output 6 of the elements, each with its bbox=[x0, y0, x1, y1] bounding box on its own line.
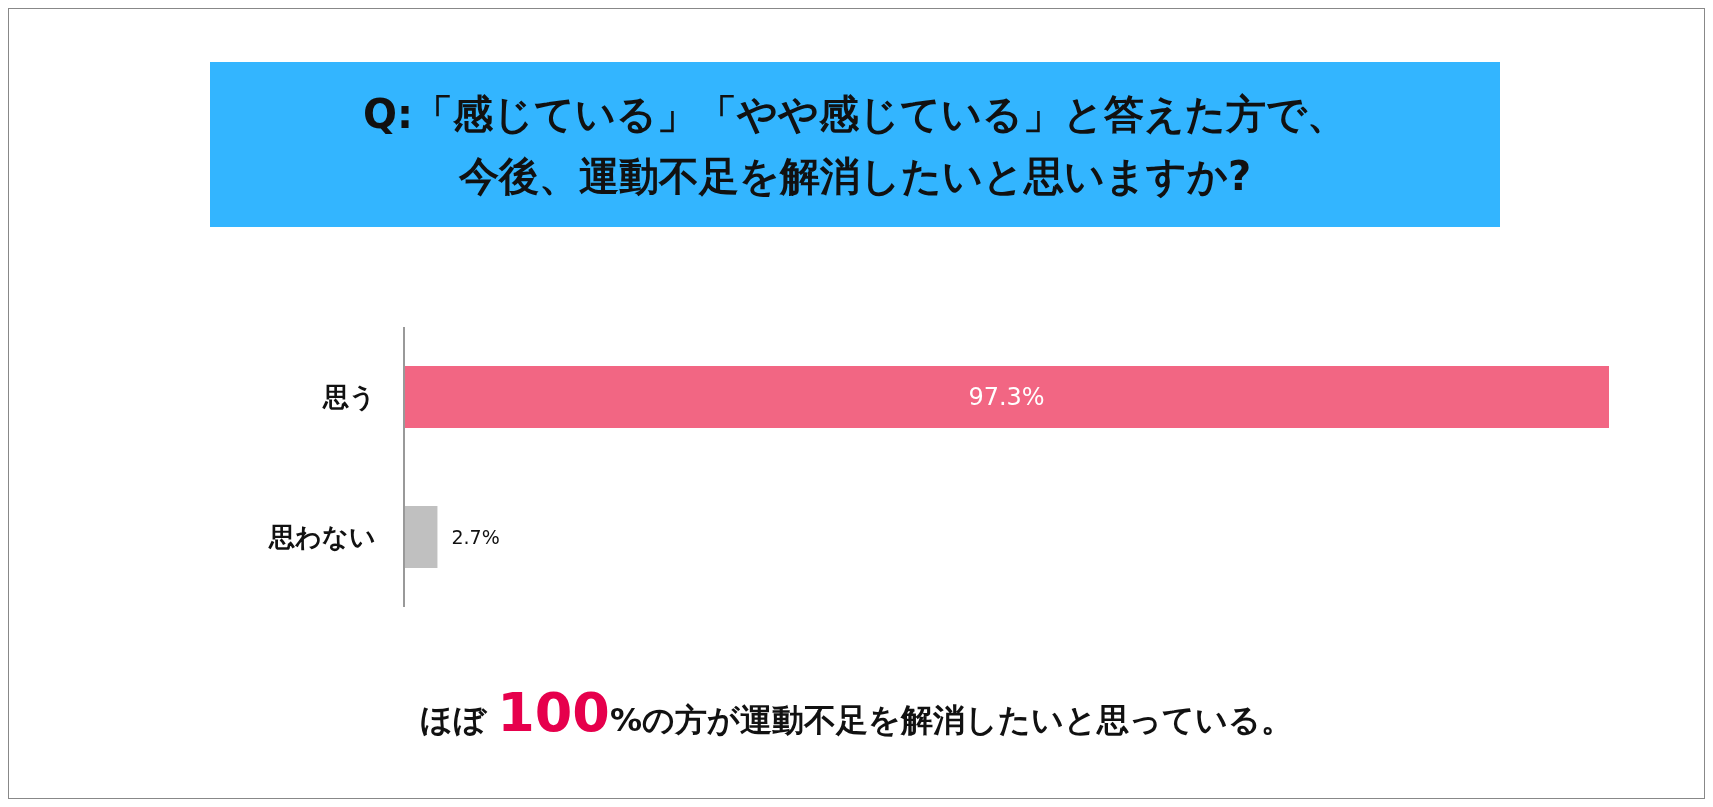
text: ほぼ 100%の方が運動不足を解消したいと思っている。 bbox=[420, 681, 1293, 744]
chart-title: Q:「感じている」「やや感じている」と答えた方で、今後、運動不足を解消したいと思いますか? bbox=[362, 89, 1348, 201]
data-label: 97.3% bbox=[968, 383, 1045, 412]
y-tick-label: 思わない bbox=[268, 522, 376, 553]
y-tick-label: 思う bbox=[322, 382, 376, 413]
data-label: 2.7% bbox=[451, 525, 500, 548]
